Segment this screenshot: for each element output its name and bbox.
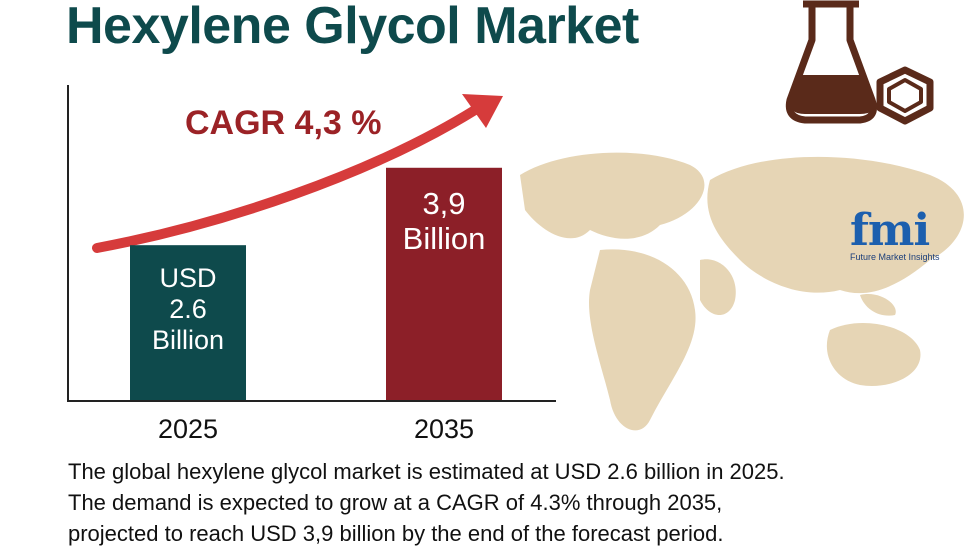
description: The global hexylene glycol market is est… bbox=[68, 459, 785, 546]
logo-mark: fmi bbox=[850, 205, 930, 256]
logo-name: Future Market Insights bbox=[850, 252, 940, 262]
flask-liquid bbox=[790, 75, 875, 114]
cagr-arrowhead bbox=[462, 94, 503, 128]
x-tick-label: 2025 bbox=[157, 414, 219, 444]
bar bbox=[386, 167, 502, 400]
title: Hexylene Glycol Market bbox=[66, 0, 639, 55]
value-label: 3,9 Billion bbox=[402, 185, 486, 257]
cagr-arrow bbox=[92, 105, 480, 253]
world-map bbox=[520, 152, 964, 431]
value-label: USD 2.6 Billion bbox=[151, 263, 225, 356]
bar bbox=[130, 245, 246, 400]
x-tick-label: 2035 bbox=[413, 414, 475, 444]
cagr-annotation: CAGR 4,3 % bbox=[185, 104, 382, 142]
